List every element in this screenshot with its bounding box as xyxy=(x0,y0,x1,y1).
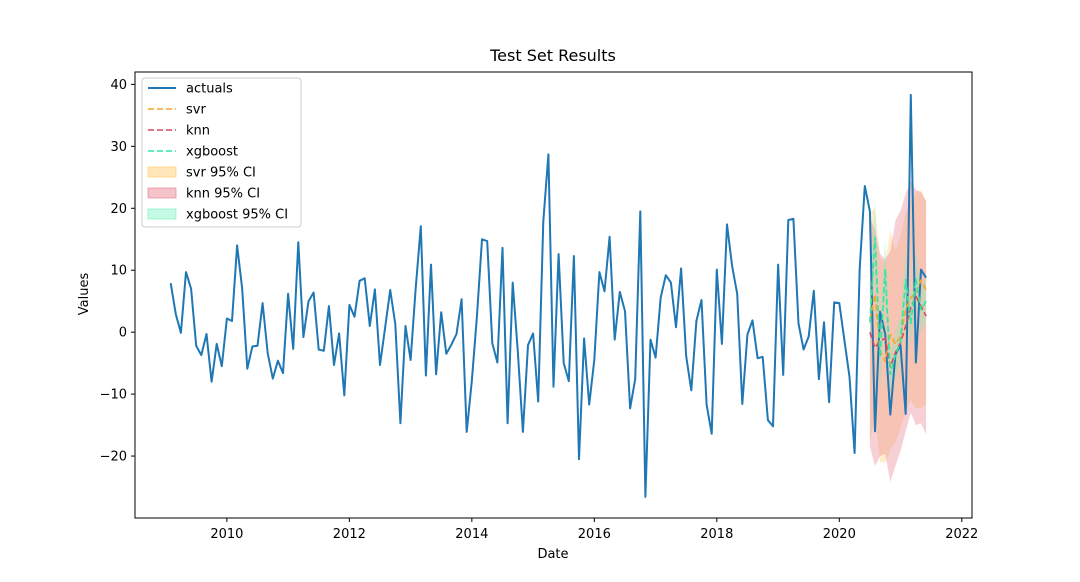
svr-95-ci-band xyxy=(869,189,927,463)
knn-95-ci-band xyxy=(869,181,927,483)
y-tick-label: 20 xyxy=(110,202,127,217)
legend-label-actuals: actuals xyxy=(186,82,233,97)
x-tick-label: 2012 xyxy=(333,527,366,542)
xgboost-line xyxy=(869,236,927,376)
y-tick-label: 0 xyxy=(119,326,127,341)
y-tick-label: 40 xyxy=(110,78,127,93)
y-tick-label: 10 xyxy=(110,264,127,279)
axes: 2010 2012 2014 2016 2018 2020 2022403020100−10… xyxy=(100,71,978,542)
knn-95-ci-legend-swatch xyxy=(147,187,177,199)
legend-label-knn-95-ci: knn 95% CI xyxy=(186,187,260,202)
y-tick-label: −20 xyxy=(100,450,127,465)
x-tick-label: 2016 xyxy=(578,527,611,542)
y-axis-title: Values xyxy=(77,273,92,316)
legend-label-knn: knn xyxy=(186,124,210,139)
legend-label-xgboost-95-ci: xgboost 95% CI xyxy=(186,208,288,223)
actuals-line xyxy=(169,93,927,498)
svr-95-ci-legend-swatch xyxy=(147,166,177,178)
y-tick-label: 30 xyxy=(110,140,127,155)
x-tick-label: 2014 xyxy=(455,527,488,542)
x-axis-title: Date xyxy=(537,547,568,562)
legend-label-svr-95-ci: svr 95% CI xyxy=(186,166,256,181)
x-tick-label: 2020 xyxy=(823,527,856,542)
series-lines xyxy=(169,93,927,498)
legend-label-svr: svr xyxy=(186,103,206,118)
chart-title: Test Set Results xyxy=(489,46,616,65)
xgboost-95-ci-legend-swatch xyxy=(147,208,177,220)
legend-label-xgboost: xgboost xyxy=(186,145,238,160)
legend-box xyxy=(141,77,302,228)
plot-frame xyxy=(134,71,973,519)
legend: actuals svr knn xgboost svr 95% CI knn 95% CI… xyxy=(141,77,302,228)
y-tick-label: −10 xyxy=(100,388,127,403)
x-tick-label: 2010 xyxy=(210,527,243,542)
x-tick-label: 2022 xyxy=(945,527,978,542)
x-tick-label: 2018 xyxy=(700,527,733,542)
